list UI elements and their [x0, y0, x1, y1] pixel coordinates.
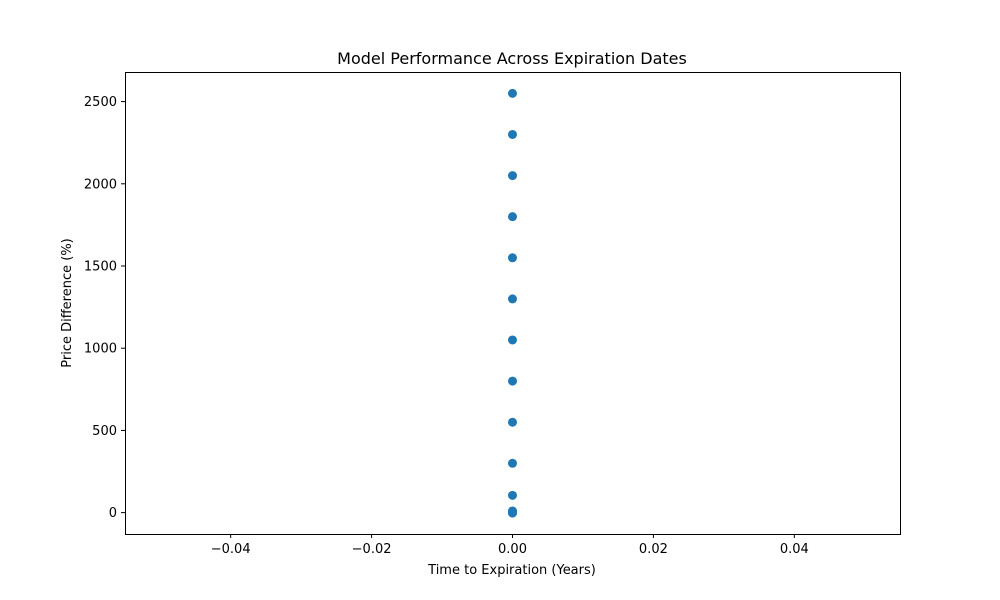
scatter-point	[508, 253, 517, 263]
scatter-point	[508, 490, 517, 500]
x-axis: −0.04 −0.02 0.00 0.02 0.04	[211, 534, 809, 557]
y-tick-label: 1500	[84, 260, 117, 275]
scatter-point	[508, 458, 517, 468]
x-axis-title: Time to Expiration (Years)	[427, 563, 596, 578]
plot-area	[508, 88, 517, 518]
scatter-point	[508, 417, 517, 427]
y-axis-title: Price Difference (%)	[60, 238, 75, 368]
scatter-point	[508, 335, 517, 345]
x-tick-label: −0.02	[352, 542, 392, 557]
scatter-point	[508, 129, 517, 139]
y-tick-label: 500	[92, 424, 117, 439]
scatter-point	[508, 376, 517, 386]
y-tick-label: 1000	[84, 342, 117, 357]
y-tick-label: 2500	[84, 95, 117, 110]
y-tick-label: 2000	[84, 177, 117, 192]
scatter-point	[508, 508, 517, 518]
x-tick-label: 0.02	[639, 542, 668, 557]
chart-title: Model Performance Across Expiration Date…	[337, 49, 687, 68]
x-tick-label: 0.04	[780, 542, 809, 557]
scatter-point	[508, 88, 517, 98]
x-tick-label: 0.00	[498, 542, 527, 557]
scatter-point	[508, 294, 517, 304]
scatter-point	[508, 171, 517, 181]
x-tick-label: −0.04	[211, 542, 251, 557]
y-tick-label: 0	[109, 506, 117, 521]
scatter-point	[508, 212, 517, 222]
y-axis: 0 500 1000 1500 2000 2500	[84, 95, 125, 521]
